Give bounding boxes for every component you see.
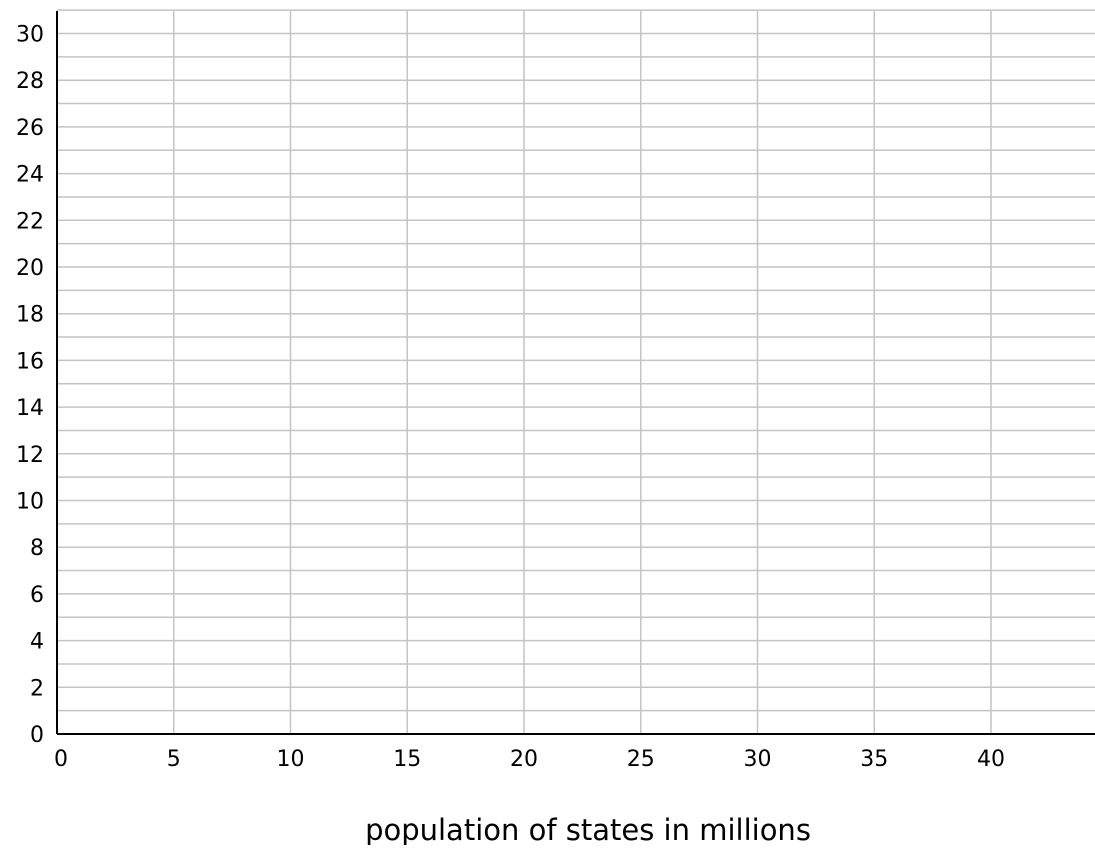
x-tick-label-0: 0	[54, 747, 68, 772]
y-tick-label-28: 28	[16, 69, 44, 94]
y-tick-label-16: 16	[16, 349, 44, 374]
x-tick-label-40: 40	[977, 747, 1005, 772]
x-tick-label-25: 25	[627, 747, 655, 772]
axis-layer	[56, 11, 1095, 735]
x-tick-label-15: 15	[393, 747, 421, 772]
y-tick-label-24: 24	[16, 163, 44, 188]
x-tick-label-5: 5	[167, 747, 181, 772]
x-axis-title: population of states in millions	[365, 813, 811, 845]
y-tick-label-26: 26	[16, 116, 44, 141]
y-tick-label-6: 6	[30, 583, 44, 608]
y-tick-label-0: 0	[30, 723, 44, 748]
x-tick-label-30: 30	[744, 747, 772, 772]
y-tick-label-2: 2	[30, 676, 44, 701]
y-tick-label-22: 22	[16, 209, 44, 234]
grid-layer	[57, 9, 1095, 734]
y-tick-label-18: 18	[16, 303, 44, 328]
y-tick-label-4: 4	[30, 630, 44, 655]
y-tick-label-20: 20	[16, 256, 44, 281]
y-tick-label-8: 8	[30, 536, 44, 561]
y-tick-label-30: 30	[16, 23, 44, 48]
y-tick-label-12: 12	[16, 443, 44, 468]
x-tick-label-20: 20	[510, 747, 538, 772]
y-tick-label-10: 10	[16, 490, 44, 515]
x-tick-label-10: 10	[277, 747, 305, 772]
y-tick-label-14: 14	[16, 396, 44, 421]
x-tick-label-35: 35	[860, 747, 888, 772]
